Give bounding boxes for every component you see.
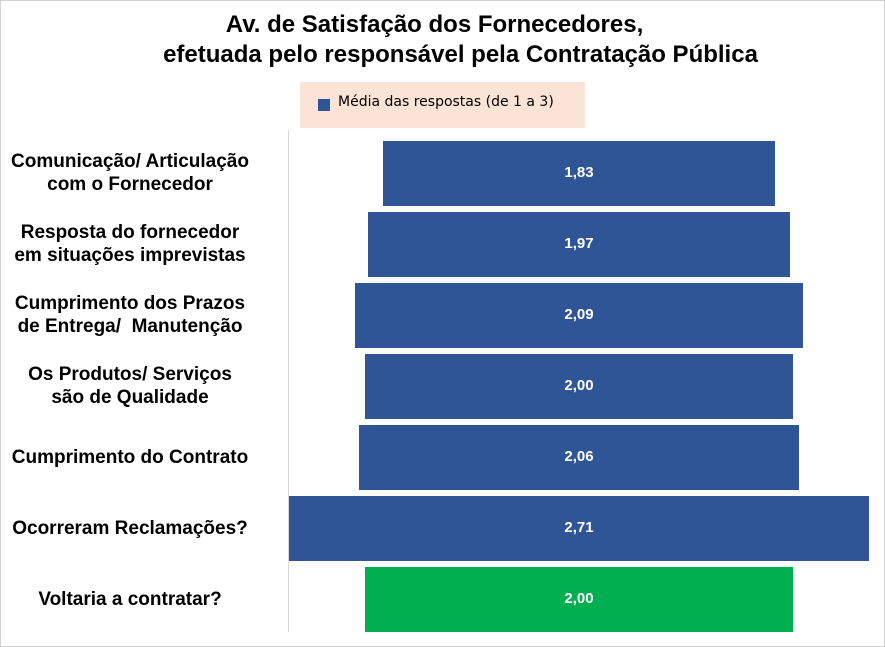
data-label: 2,00	[564, 590, 594, 607]
category-label-line: Comunicação/ Articulação	[11, 151, 249, 172]
bar	[289, 495, 869, 561]
category-label-line: Cumprimento do Contrato	[11, 446, 249, 468]
category-label-line: com o Fornecedor	[47, 174, 213, 195]
chart-subtitle: efetuada pelo responsável pela Contrataç…	[163, 41, 758, 68]
data-label: 2,71	[564, 519, 594, 536]
legend: Média das respostas (de 1 a 3)	[300, 82, 585, 128]
bar	[365, 353, 793, 419]
category-label: Cumprimento dos Prazos de Entrega/ Manute…	[0, 292, 275, 338]
chart-title: Av. de Satisfação dos Fornecedores,	[225, 11, 644, 38]
data-label: 1,97	[564, 235, 594, 252]
data-label: 1,83	[564, 164, 594, 181]
category-label-line: em situações imprevistas	[14, 245, 246, 266]
legend-label: Média das respostas (de 1 a 3)	[338, 94, 554, 110]
category-label: Comunicação/ Articulação com o Fornecedor	[0, 150, 275, 196]
legend-swatch	[318, 99, 330, 111]
category-label-line: Cumprimento dos Prazos	[14, 293, 246, 314]
bar	[365, 566, 793, 632]
bar	[383, 140, 775, 206]
category-axis-line	[288, 130, 289, 632]
category-label-line: de Entrega/ Manutenção	[17, 316, 243, 337]
bar	[358, 424, 800, 490]
category-label: Cumprimento do Contrato	[0, 446, 275, 469]
category-label: Ocorreram Reclamações?	[0, 517, 275, 540]
data-label: 2,06	[564, 448, 594, 465]
category-label-line: Resposta do fornecedor	[20, 222, 240, 243]
bar	[355, 282, 803, 348]
category-label-line: são de Qualidade	[51, 387, 209, 408]
bar	[368, 211, 790, 277]
category-label: Voltaria a contratar?	[0, 588, 275, 611]
category-label: Resposta do fornecedor em situações impre…	[0, 221, 275, 267]
category-label-line: Ocorreram Reclamações?	[12, 517, 248, 539]
data-label: 2,00	[564, 377, 594, 394]
category-label-line: Voltaria a contratar?	[38, 588, 222, 610]
category-label-line: Os Produtos/ Serviços	[28, 364, 232, 385]
data-label: 2,09	[564, 306, 594, 323]
category-label: Os Produtos/ Serviços são de Qualidade	[0, 363, 275, 409]
